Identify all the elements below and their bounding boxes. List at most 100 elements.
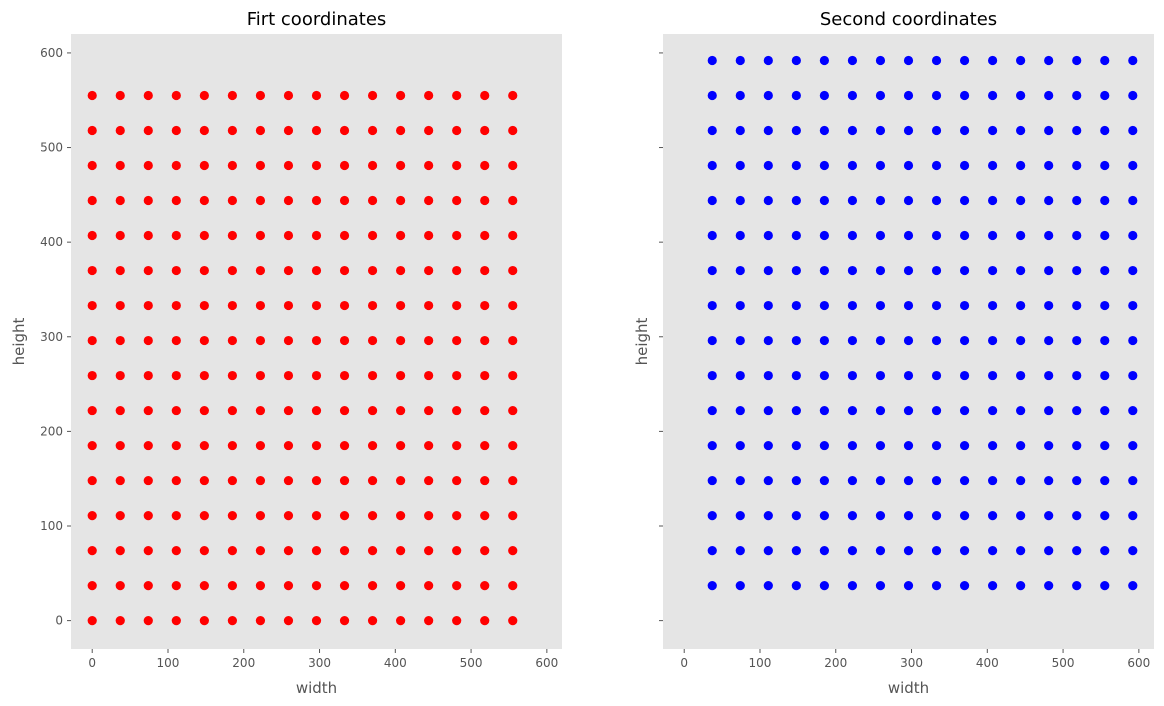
scatter-point bbox=[707, 160, 717, 171]
scatter-point bbox=[707, 55, 717, 66]
scatter-point bbox=[87, 90, 97, 101]
scatter-point bbox=[480, 616, 490, 626]
scatter-point bbox=[87, 265, 97, 276]
scatter-point bbox=[1016, 300, 1026, 311]
scatter-point bbox=[903, 265, 914, 276]
scatter-point bbox=[903, 335, 914, 346]
scatter-point bbox=[931, 265, 942, 276]
scatter-point bbox=[227, 546, 237, 556]
scatter-point bbox=[480, 370, 490, 381]
scatter-point bbox=[143, 475, 153, 486]
scatter-point bbox=[791, 230, 801, 241]
scatter-point bbox=[847, 160, 858, 171]
scatter-point bbox=[1044, 55, 1054, 66]
scatter-point bbox=[1072, 335, 1082, 346]
scatter-point bbox=[87, 581, 97, 591]
scatter-point bbox=[480, 581, 490, 591]
scatter-point bbox=[396, 370, 406, 381]
scatter-point bbox=[171, 160, 181, 171]
y-axis-label: height bbox=[10, 317, 28, 365]
scatter-point bbox=[959, 265, 970, 276]
scatter-point bbox=[1016, 160, 1026, 171]
scatter-point bbox=[508, 546, 518, 556]
scatter-point bbox=[283, 581, 294, 591]
scatter-point bbox=[115, 90, 125, 101]
scatter-point bbox=[903, 510, 914, 521]
scatter-point bbox=[311, 300, 322, 311]
scatter-point bbox=[959, 475, 970, 486]
scatter-point bbox=[819, 370, 829, 381]
x-tick-label: 200 bbox=[824, 656, 847, 670]
scatter-point bbox=[707, 370, 717, 381]
scatter-point bbox=[199, 265, 209, 276]
scatter-point bbox=[1016, 581, 1026, 591]
scatter-point bbox=[791, 55, 801, 66]
scatter-point bbox=[1128, 405, 1138, 416]
scatter-point bbox=[480, 230, 490, 241]
scatter-point bbox=[763, 300, 773, 311]
scatter-point bbox=[255, 581, 266, 591]
scatter-point bbox=[735, 230, 745, 241]
scatter-point bbox=[452, 510, 462, 521]
scatter-point bbox=[959, 195, 970, 206]
scatter-point bbox=[424, 405, 434, 416]
scatter-point bbox=[707, 440, 717, 451]
scatter-point bbox=[763, 475, 773, 486]
scatter-point bbox=[707, 195, 717, 206]
scatter-point bbox=[791, 160, 801, 171]
scatter-point bbox=[283, 475, 294, 486]
scatter-point bbox=[480, 160, 490, 171]
scatter-point bbox=[847, 546, 858, 556]
scatter-point bbox=[339, 405, 350, 416]
scatter-point bbox=[1016, 230, 1026, 241]
scatter-point bbox=[819, 265, 829, 276]
scatter-point bbox=[988, 370, 998, 381]
scatter-point bbox=[735, 160, 745, 171]
scatter-point bbox=[424, 90, 434, 101]
scatter-point bbox=[396, 265, 406, 276]
scatter-point bbox=[311, 160, 322, 171]
scatter-point bbox=[283, 616, 294, 626]
scatter-point bbox=[1128, 195, 1138, 206]
scatter-point bbox=[199, 335, 209, 346]
scatter-point bbox=[735, 300, 745, 311]
scatter-point bbox=[931, 195, 942, 206]
scatter-point bbox=[87, 475, 97, 486]
scatter-point bbox=[283, 230, 294, 241]
scatter-point bbox=[903, 55, 914, 66]
scatter-point bbox=[171, 440, 181, 451]
scatter-point bbox=[452, 370, 462, 381]
scatter-point bbox=[1016, 125, 1026, 136]
scatter-point bbox=[819, 335, 829, 346]
scatter-point bbox=[1044, 90, 1054, 101]
scatter-point bbox=[367, 335, 378, 346]
scatter-point bbox=[791, 546, 801, 556]
scatter-point bbox=[339, 546, 350, 556]
scatter-point bbox=[791, 265, 801, 276]
scatter-point bbox=[1016, 405, 1026, 416]
scatter-point bbox=[1072, 265, 1082, 276]
scatter-point bbox=[452, 581, 462, 591]
scatter-point bbox=[367, 475, 378, 486]
scatter-point bbox=[199, 616, 209, 626]
scatter-point bbox=[396, 160, 406, 171]
scatter-point bbox=[931, 510, 942, 521]
scatter-point bbox=[959, 55, 970, 66]
scatter-point bbox=[988, 195, 998, 206]
scatter-point bbox=[87, 335, 97, 346]
scatter-point bbox=[424, 300, 434, 311]
y-axis-label: height bbox=[633, 317, 651, 365]
scatter-point bbox=[396, 90, 406, 101]
scatter-point bbox=[1016, 335, 1026, 346]
scatter-point bbox=[199, 405, 209, 416]
scatter-point bbox=[707, 335, 717, 346]
scatter-point bbox=[143, 160, 153, 171]
scatter-point bbox=[339, 90, 350, 101]
scatter-point bbox=[87, 370, 97, 381]
scatter-point bbox=[508, 405, 518, 416]
scatter-point bbox=[1044, 510, 1054, 521]
scatter-point bbox=[508, 230, 518, 241]
x-tick-label: 400 bbox=[384, 656, 407, 670]
scatter-point bbox=[508, 370, 518, 381]
scatter-point bbox=[1016, 265, 1026, 276]
